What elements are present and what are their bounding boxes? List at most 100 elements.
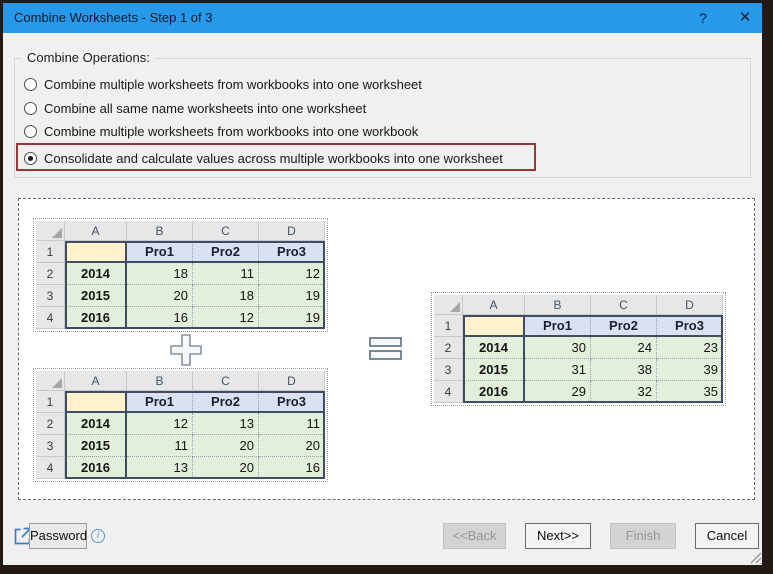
source-table-2: A B C D 1 Pro1 Pro2 Pro3 2 2014 12 13 11 3 2015 11 20 20 4…: [33, 368, 328, 482]
sheet-cell: 2014: [65, 413, 127, 435]
column-header-cell: B: [127, 371, 193, 391]
sheet-cell: 35: [657, 381, 723, 403]
select-all-corner: [36, 371, 65, 391]
sheet-cell: 16: [259, 457, 325, 479]
equals-icon: [369, 337, 402, 360]
radio-icon[interactable]: [24, 124, 37, 138]
sheet-cell: 2015: [463, 359, 525, 381]
sheet-cell: 23: [657, 337, 723, 359]
row-header-cell: 3: [36, 285, 65, 307]
row-header-cell: 1: [36, 391, 65, 413]
window-title: Combine Worksheets - Step 1 of 3: [14, 10, 213, 25]
plus-icon: [170, 334, 202, 366]
radio-icon-selected[interactable]: [24, 151, 37, 165]
sheet-cell: Pro2: [193, 241, 259, 263]
sheet-cell: [463, 315, 525, 337]
combine-worksheets-dialog: Combine Worksheets - Step 1 of 3 ? ✕ Com…: [3, 3, 762, 565]
sheet-cell: 11: [127, 435, 193, 457]
sheet-cell: Pro1: [127, 241, 193, 263]
group-label: Combine Operations:: [22, 50, 155, 65]
sheet-cell: Pro3: [259, 391, 325, 413]
row-header-cell: 4: [36, 307, 65, 329]
cancel-button[interactable]: Cancel: [695, 523, 759, 549]
row-header-cell: 4: [434, 381, 463, 403]
sheet-cell: 32: [591, 381, 657, 403]
next-button[interactable]: Next>>: [525, 523, 591, 549]
sheet-cell: 2015: [65, 435, 127, 457]
column-header-cell: A: [65, 221, 127, 241]
source-table-1: A B C D 1 Pro1 Pro2 Pro3 2 2014 18 11 12 3 2015 20 18 19 4…: [33, 218, 328, 332]
sheet-cell: 2016: [463, 381, 525, 403]
sheet-cell: 16: [127, 307, 193, 329]
sheet-cell: 39: [657, 359, 723, 381]
sheet-cell: 11: [193, 263, 259, 285]
back-button: <<Back: [443, 523, 506, 549]
row-header-cell: 2: [36, 263, 65, 285]
help-button[interactable]: ?: [699, 10, 707, 26]
sheet-cell: 38: [591, 359, 657, 381]
sheet-cell: 2016: [65, 307, 127, 329]
column-header-cell: C: [591, 295, 657, 315]
column-header-cell: B: [127, 221, 193, 241]
row-header-cell: 2: [434, 337, 463, 359]
row-header-cell: 4: [36, 457, 65, 479]
radio-option-same-name-worksheets[interactable]: Combine all same name worksheets into on…: [24, 99, 366, 117]
sheet-cell: 30: [525, 337, 591, 359]
selected-option-highlight: [16, 143, 536, 171]
radio-option-consolidate-calculate[interactable]: Consolidate and calculate values across …: [24, 149, 503, 167]
column-header-cell: C: [193, 221, 259, 241]
sheet-cell: 20: [127, 285, 193, 307]
row-header-cell: 2: [36, 413, 65, 435]
sheet-cell: 29: [525, 381, 591, 403]
sheet-cell: 2015: [65, 285, 127, 307]
select-all-corner: [434, 295, 463, 315]
select-all-corner: [36, 221, 65, 241]
sheet-cell: 2014: [65, 263, 127, 285]
sheet-cell: 18: [127, 263, 193, 285]
sheet-cell: 13: [127, 457, 193, 479]
row-header-cell: 3: [434, 359, 463, 381]
password-button[interactable]: Password: [29, 523, 87, 549]
result-table: A B C D 1 Pro1 Pro2 Pro3 2 2014 30 24 23 3 2015 31 38 39 4…: [431, 292, 726, 406]
radio-icon[interactable]: [24, 77, 37, 91]
radio-label: Combine all same name worksheets into on…: [44, 100, 367, 116]
sheet-cell: 11: [259, 413, 325, 435]
sheet-cell: 2016: [65, 457, 127, 479]
sheet-cell: Pro2: [193, 391, 259, 413]
radio-label: Consolidate and calculate values across …: [44, 150, 503, 166]
sheet-cell: 2014: [463, 337, 525, 359]
sheet-cell: [65, 241, 127, 263]
column-header-cell: B: [525, 295, 591, 315]
combine-operations-group: Combine Operations:: [14, 50, 751, 178]
sheet-cell: 19: [259, 285, 325, 307]
sheet-cell: 13: [193, 413, 259, 435]
row-header-cell: 1: [434, 315, 463, 337]
info-icon[interactable]: i: [91, 529, 105, 543]
column-header-cell: D: [657, 295, 723, 315]
sheet-cell: [65, 391, 127, 413]
finish-button: Finish: [610, 523, 676, 549]
resize-grip-icon[interactable]: [746, 548, 762, 564]
sheet-cell: Pro1: [525, 315, 591, 337]
row-header-cell: 1: [36, 241, 65, 263]
radio-label: Combine multiple worksheets from workboo…: [44, 123, 419, 139]
column-header-cell: A: [463, 295, 525, 315]
column-header-cell: C: [193, 371, 259, 391]
column-header-cell: A: [65, 371, 127, 391]
sheet-cell: Pro3: [657, 315, 723, 337]
row-header-cell: 3: [36, 435, 65, 457]
radio-icon[interactable]: [24, 101, 37, 115]
sheet-cell: 12: [127, 413, 193, 435]
radio-option-combine-into-one-workbook[interactable]: Combine multiple worksheets from workboo…: [24, 122, 418, 140]
column-header-cell: D: [259, 221, 325, 241]
close-button[interactable]: ✕: [738, 9, 752, 26]
radio-label: Combine multiple worksheets from workboo…: [44, 76, 422, 92]
sheet-cell: Pro2: [591, 315, 657, 337]
sheet-cell: 18: [193, 285, 259, 307]
sheet-cell: 19: [259, 307, 325, 329]
sheet-cell: Pro1: [127, 391, 193, 413]
radio-option-combine-into-one-worksheet[interactable]: Combine multiple worksheets from workboo…: [24, 75, 422, 93]
sheet-cell: 24: [591, 337, 657, 359]
titlebar[interactable]: Combine Worksheets - Step 1 of 3 ? ✕: [3, 3, 762, 33]
